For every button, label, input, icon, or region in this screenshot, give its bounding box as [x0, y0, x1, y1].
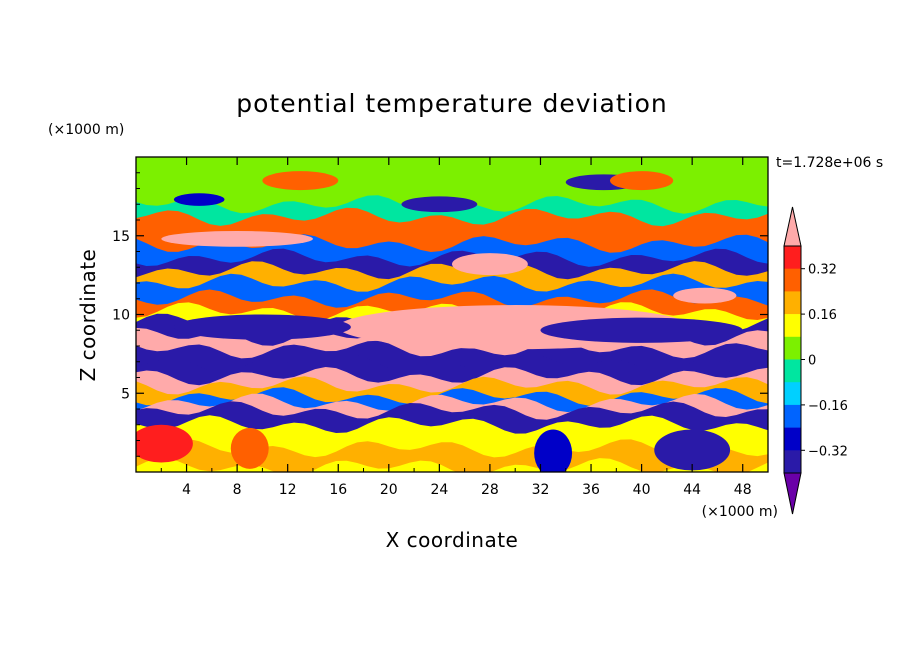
x-axis-label: X coordinate [386, 528, 519, 552]
colorbar-segment [784, 382, 801, 406]
colorbar-tick-label: 0.16 [808, 308, 837, 323]
colorbar-segment [784, 314, 801, 338]
x-axis: 4 8 12 16 20 24 28 32 36 40 44 48 [160, 157, 752, 498]
y-axis: 5 10 15 [112, 172, 768, 457]
y-unit-label: (×1000 m) [48, 122, 124, 138]
field-feature [654, 429, 731, 471]
field-feature [673, 287, 737, 304]
colorbar-max-cap [783, 206, 802, 247]
field-feature [262, 171, 339, 191]
field-feature [401, 196, 478, 213]
colorbar-tick-label: 0 [808, 354, 816, 369]
colorbar-segment [784, 268, 801, 292]
colorbar-tick-label: −0.16 [808, 399, 848, 414]
colorbar-segment [784, 359, 801, 383]
field-feature [540, 317, 743, 343]
colorbar-tick-label: −0.32 [808, 444, 848, 459]
colorbar: 0.32 0.16 0 −0.16 −0.32 [783, 206, 848, 515]
field-feature [161, 231, 313, 247]
chart-title: potential temperature deviation [236, 89, 667, 118]
x-tick-label: 32 [532, 482, 550, 498]
x-tick-label: 24 [430, 482, 448, 498]
colorbar-tick-label: 0.32 [808, 263, 837, 278]
x-tick-label: 28 [481, 482, 499, 498]
x-tick-label: 8 [233, 482, 242, 498]
field-feature [230, 427, 269, 469]
x-tick-label: 36 [582, 482, 600, 498]
x-tick-label: 48 [734, 482, 752, 498]
y-tick-label: 15 [112, 229, 130, 245]
colorbar-min-cap [783, 472, 802, 515]
y-tick-label: 5 [121, 386, 130, 402]
colorbar-segment [784, 404, 801, 428]
field-feature [534, 429, 573, 472]
field-feature [173, 314, 351, 340]
colorbar-segment [784, 246, 801, 269]
x-tick-label: 40 [633, 482, 651, 498]
x-tick-label: 20 [380, 482, 398, 498]
colorbar-segment [784, 450, 801, 474]
x-tick-label: 16 [329, 482, 347, 498]
x-tick-label: 12 [279, 482, 297, 498]
field-feature [610, 171, 674, 191]
heatmap-field [136, 157, 768, 472]
x-tick-label: 44 [683, 482, 701, 498]
x-unit-label: (×1000 m) [702, 504, 778, 520]
field-feature [173, 193, 225, 206]
field-feature [136, 424, 193, 463]
x-tick-label: 4 [182, 482, 191, 498]
field-band [136, 458, 768, 472]
colorbar-segment [784, 291, 801, 315]
y-tick-label: 10 [112, 308, 130, 324]
colorbar-segment [784, 427, 801, 451]
time-label: t=1.728e+06 s [776, 155, 883, 171]
field-feature [452, 253, 528, 276]
colorbar-segment [784, 336, 801, 360]
y-axis-label: Z coordinate [76, 249, 100, 382]
